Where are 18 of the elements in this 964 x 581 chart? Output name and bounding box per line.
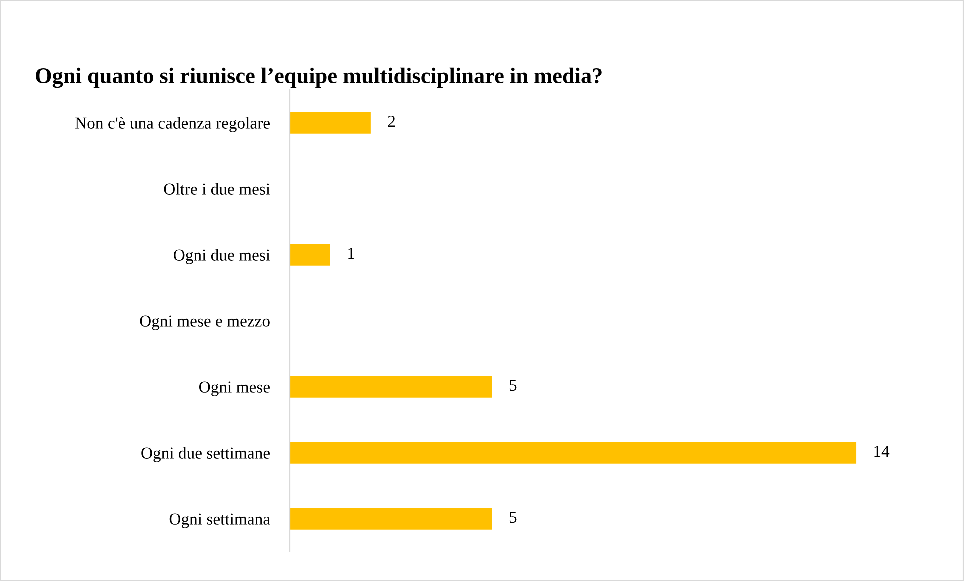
data-label: 2 [388,116,396,128]
data-label: 14 [874,446,890,458]
data-label: 1 [348,248,354,260]
y-tick-label: Non c'è una cadenza regolare [76,117,270,132]
y-tick-label: Ogni mese [199,382,270,396]
bar [290,442,857,464]
bar [290,508,492,530]
bar [290,376,492,398]
y-tick-label: Ogni due settimane [142,447,270,462]
data-label: 5 [510,380,517,392]
y-tick-label: Ogni due mesi [174,249,270,264]
chart-title: Ogni quanto si riunisce l’equipe multidisciplinare in media? [36,68,602,88]
y-tick-label: Oltre i due mesi [164,183,270,195]
data-label: 5 [510,512,517,524]
bar [290,244,330,266]
y-tick-label: Ogni settimana [170,514,270,528]
y-tick-label: Ogni mese e mezzo [140,316,270,330]
bar [290,112,371,134]
